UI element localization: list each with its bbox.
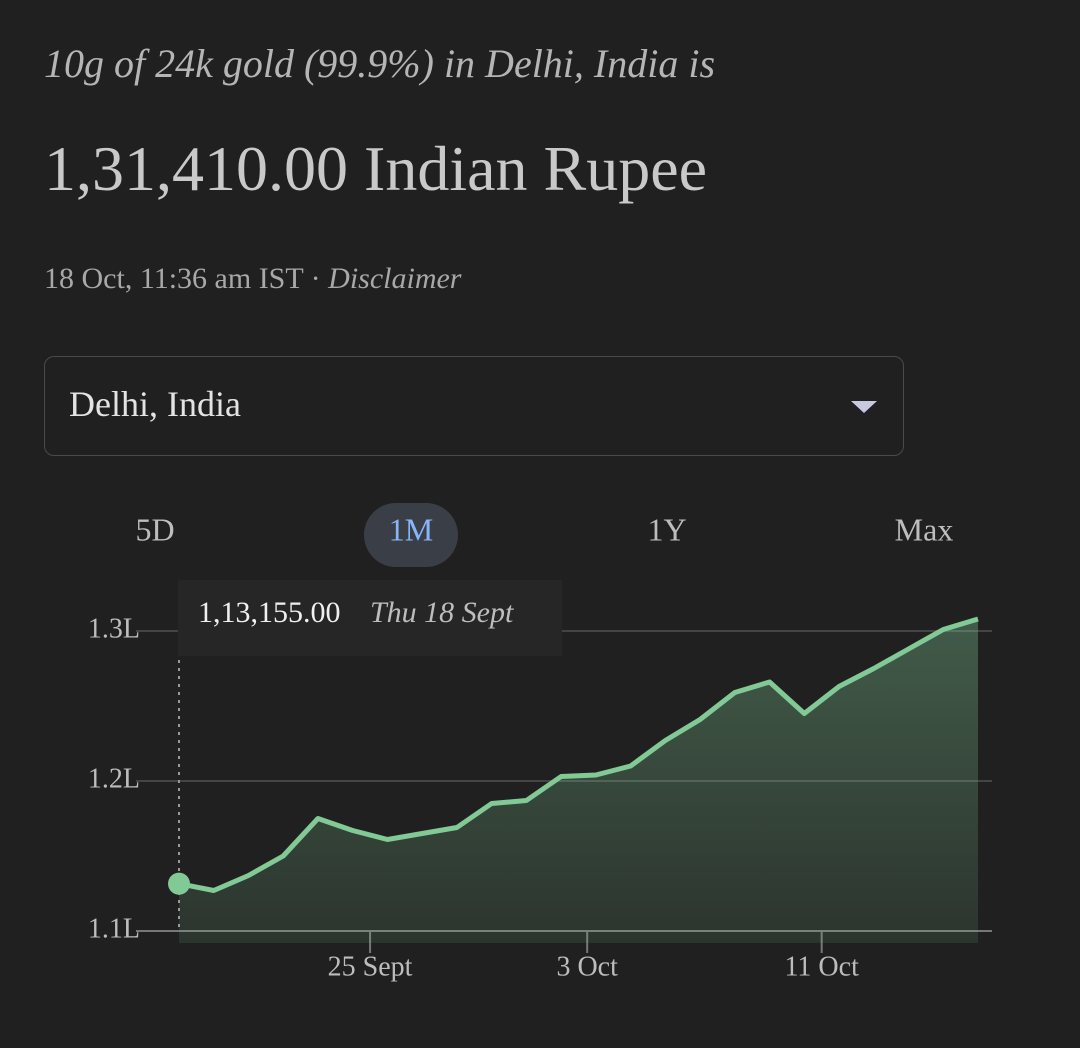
area-fill (179, 619, 978, 943)
price: 1,31,410.00 Indian Rupee (44, 133, 707, 204)
tooltip-date: Thu 18 Sept (370, 596, 514, 629)
tooltip (178, 580, 562, 656)
range-tab[interactable]: Max (895, 511, 954, 547)
disclaimer-link[interactable]: Disclaimer (328, 262, 462, 295)
y-tick-label: 1.3L (88, 613, 140, 644)
separator: · (310, 262, 321, 295)
timestamp-row: 18 Oct, 11:36 am IST · Disclaimer (44, 262, 461, 296)
price-line (178, 616, 979, 893)
chart: 5D 1M 1Y Max 1.1L 1.2L 1.3L 25 Sept 3 Oct 11 Oct 1… (88, 503, 992, 982)
x-tick-label: 3 Oct (556, 951, 618, 982)
hover-point (168, 872, 190, 895)
timestamp: 18 Oct, 11:36 am IST (44, 262, 304, 295)
y-tick-label: 1.2L (88, 763, 140, 794)
x-tick-label: 11 Oct (784, 951, 859, 982)
dropdown-arrow (851, 401, 877, 413)
y-tick-label: 1.1L (88, 913, 140, 944)
select-value: Delhi, India (69, 384, 241, 424)
tab-highlight (364, 503, 458, 567)
subtitle: 10g of 24k gold (99.9%) in Delhi, India … (44, 41, 716, 86)
x-tick-label: 25 Sept (328, 951, 413, 982)
range-tab[interactable]: 5D (135, 511, 174, 547)
tooltip-value: 1,13,155.00 (198, 596, 341, 629)
location-select[interactable]: Delhi, India (44, 356, 904, 456)
range-tab[interactable]: 1M (389, 511, 433, 547)
range-tab[interactable]: 1Y (647, 511, 686, 547)
